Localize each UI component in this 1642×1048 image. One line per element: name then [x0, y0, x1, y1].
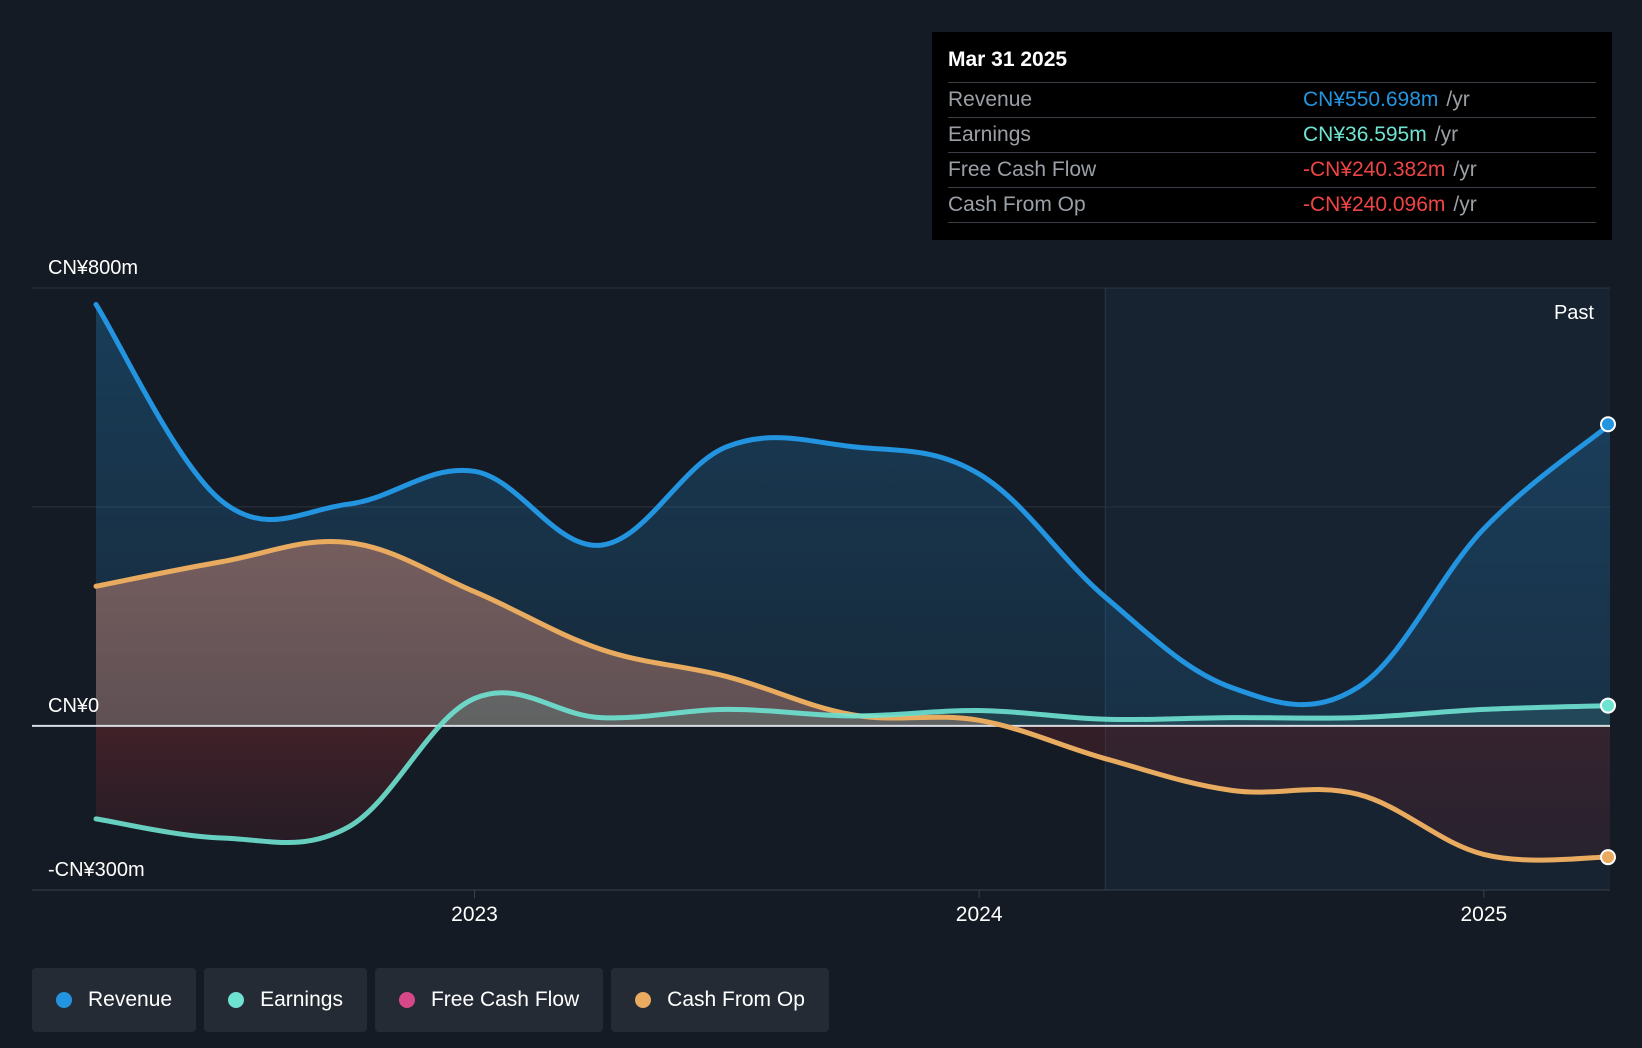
legend-item-free-cash-flow[interactable]: Free Cash Flow — [374, 968, 604, 1032]
tooltip-row-label: Cash From Op — [948, 193, 1086, 216]
legend-item-cash-from-op[interactable]: Cash From Op — [611, 968, 829, 1032]
y-tick-label: CN¥800m — [48, 257, 138, 279]
cash-from-op-positive-area-group — [96, 541, 1610, 726]
tooltip-row-label: Earnings — [948, 123, 1031, 146]
legend-dot-icon — [56, 992, 72, 1008]
tooltip-date: Mar 31 2025 — [948, 46, 1596, 83]
legend-label: Cash From Op — [667, 988, 805, 1011]
tooltip-row-cash-from-op: Cash From Op -CN¥240.096m /yr — [948, 188, 1596, 223]
tooltip-row-free-cash-flow: Free Cash Flow -CN¥240.382m /yr — [948, 153, 1596, 188]
tooltip-row-earnings: Earnings CN¥36.595m /yr — [948, 118, 1596, 153]
y-tick-label: CN¥0 — [48, 695, 99, 717]
legend-dot-icon — [398, 992, 415, 1008]
legend-label: Free Cash Flow — [430, 988, 580, 1011]
x-axis-labels: 2023 2024 2025 — [451, 890, 1507, 926]
y-axis-labels: CN¥800m CN¥0 -CN¥300m — [48, 257, 145, 881]
x-tick-label: 2025 — [1460, 903, 1507, 926]
revenue-line — [93, 301, 1610, 708]
tooltip-row-label: Revenue — [948, 88, 1033, 111]
series-end-marker — [1600, 697, 1616, 714]
legend-label: Revenue — [88, 988, 173, 1011]
earnings-negative-area — [96, 725, 440, 843]
tooltip-row-unit: /yr — [1453, 158, 1477, 181]
legend-dot-icon — [635, 992, 652, 1008]
tooltip-row-value: -CN¥240.382m — [1303, 158, 1446, 181]
series-lines — [93, 301, 1610, 863]
tooltip-row-unit: /yr — [1446, 88, 1470, 111]
tooltip-row-revenue: Revenue CN¥550.698m /yr — [948, 83, 1596, 118]
negative-area-group — [96, 725, 1610, 861]
legend-dot-icon — [228, 992, 245, 1008]
x-tick-label: 2023 — [451, 903, 498, 926]
legend-label: Earnings — [260, 988, 343, 1011]
end-markers — [1600, 416, 1616, 866]
series-end-marker — [1600, 849, 1616, 866]
cash-from-op-negative-area — [1004, 725, 1610, 861]
series-end-marker — [1600, 416, 1616, 433]
tooltip-row-unit: /yr — [1453, 193, 1477, 216]
legend: Revenue Earnings Free Cash Flow Cash Fro… — [32, 968, 829, 1032]
tooltip-row-unit: /yr — [1434, 123, 1459, 146]
tooltip-row-label: Free Cash Flow — [948, 158, 1097, 181]
tooltip-row-value: -CN¥240.096m — [1303, 193, 1446, 216]
y-tick-label: -CN¥300m — [48, 859, 145, 881]
tooltip-panel: Mar 31 2025 Revenue CN¥550.698m /yr Earn… — [932, 32, 1612, 240]
legend-item-revenue[interactable]: Revenue — [32, 968, 197, 1032]
tooltip-row-value: CN¥36.595m — [1303, 123, 1427, 146]
tooltip-row-value: CN¥550.698m — [1303, 88, 1439, 111]
past-label: Past — [1554, 302, 1594, 324]
earnings-line — [93, 690, 1610, 846]
legend-item-earnings[interactable]: Earnings — [204, 968, 367, 1032]
cash-from-op-positive-area — [96, 541, 1610, 726]
x-tick-label: 2024 — [956, 903, 1003, 926]
